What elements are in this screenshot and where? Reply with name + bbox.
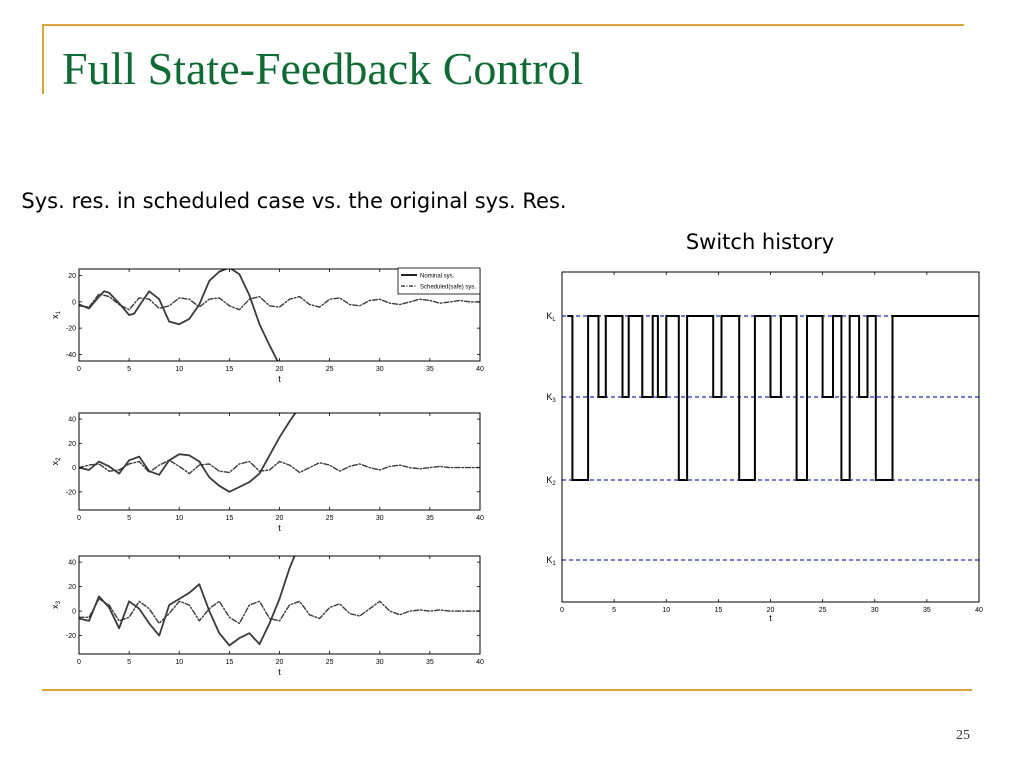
level-label-k2: K2 xyxy=(546,475,556,487)
x-tick-label: 5 xyxy=(127,366,131,373)
x-tick-label: 10 xyxy=(175,659,183,666)
x-tick-label: 5 xyxy=(612,607,616,614)
nominal-series-line xyxy=(79,556,296,647)
x-tick-label: 15 xyxy=(225,366,233,373)
x-tick-label: 35 xyxy=(426,366,434,373)
response-plot-1: 0 5 10 15 20 25 30 35 40 20 0 -20 -40 t x1 Nominal sys.… xyxy=(50,267,484,384)
x-tick-label: 10 xyxy=(175,515,183,522)
bottom-accent-rule xyxy=(42,689,972,691)
x-axis-label: t xyxy=(278,374,281,384)
y-tick-label: 0 xyxy=(72,609,76,616)
y-tick-label: -20 xyxy=(66,633,76,640)
legend-entry-label: Nominal sys. xyxy=(420,274,455,280)
y-axis-label: x3 xyxy=(50,600,62,609)
response-plot-3: 0 5 10 15 20 25 30 35 40 40 20 0 -20 t x3 xyxy=(50,555,484,677)
scheduled-series-line xyxy=(79,459,480,475)
x-tick-label: 10 xyxy=(175,366,183,373)
level-label-k1: K1 xyxy=(546,555,556,567)
nominal-series-line xyxy=(79,413,297,493)
x-tick-label: 30 xyxy=(376,659,384,666)
left-accent-rule xyxy=(42,24,44,94)
x-axis-label: t xyxy=(278,667,281,677)
y-tick-label: 0 xyxy=(72,299,76,306)
x-tick-label: 20 xyxy=(767,607,775,614)
x-tick-label: 40 xyxy=(476,659,484,666)
axes-frame xyxy=(78,555,481,655)
y-tick-label: 20 xyxy=(68,584,76,591)
y-tick-label: 0 xyxy=(72,465,76,472)
scheduled-series-line xyxy=(79,293,480,311)
x-tick-label: 0 xyxy=(77,515,81,522)
y-axis-label: x1 xyxy=(50,310,62,319)
y-tick-label: -20 xyxy=(66,489,76,496)
level-label-kl: KL xyxy=(546,311,556,323)
x-tick-label: 40 xyxy=(476,515,484,522)
left-caption: Sys. res. in scheduled case vs. the orig… xyxy=(21,189,567,213)
y-tick-label: 20 xyxy=(68,273,76,280)
legend-box xyxy=(397,267,481,295)
x-tick-label: 30 xyxy=(376,515,384,522)
y-tick-label: 40 xyxy=(68,560,76,567)
x-tick-label: 35 xyxy=(426,659,434,666)
x-tick-label: 15 xyxy=(225,659,233,666)
x-tick-label: 40 xyxy=(476,366,484,373)
x-tick-label: 0 xyxy=(77,366,81,373)
response-plot-2: 0 5 10 15 20 25 30 35 40 40 20 0 -20 t x2 xyxy=(50,412,484,533)
x-tick-label: 40 xyxy=(975,607,983,614)
scheduled-series-line xyxy=(79,598,480,625)
x-tick-label: 5 xyxy=(127,659,131,666)
page-number: 25 xyxy=(956,728,970,743)
x-axis-label: t xyxy=(769,613,772,623)
nominal-series-line xyxy=(79,269,279,361)
switch-history-plot: 0 5 10 15 20 25 30 35 40 t K1 K2 K3 KL xyxy=(546,271,983,623)
x-tick-label: 25 xyxy=(326,659,334,666)
y-tick-label: 40 xyxy=(68,417,76,424)
x-tick-label: 35 xyxy=(426,515,434,522)
legend: Nominal sys. Scheduled(safe) sys. xyxy=(397,267,481,295)
x-tick-label: 20 xyxy=(276,515,284,522)
x-tick-label: 0 xyxy=(77,659,81,666)
x-tick-label: 15 xyxy=(714,607,722,614)
x-tick-label: 0 xyxy=(560,607,564,614)
top-accent-rule xyxy=(42,24,964,26)
slide-title: Full State-Feedback Control xyxy=(62,43,584,94)
switch-signal-line xyxy=(567,315,979,481)
y-tick-label: -40 xyxy=(66,352,76,359)
x-tick-label: 10 xyxy=(662,607,670,614)
y-tick-label: -20 xyxy=(66,326,76,333)
x-tick-label: 35 xyxy=(923,607,931,614)
x-tick-label: 20 xyxy=(276,366,284,373)
x-tick-label: 30 xyxy=(376,366,384,373)
level-label-k3: K3 xyxy=(546,392,556,404)
y-axis-label: x2 xyxy=(50,457,62,466)
legend-entry-label: Scheduled(safe) sys. xyxy=(420,285,476,291)
y-tick-label: 20 xyxy=(68,441,76,448)
x-tick-label: 25 xyxy=(326,366,334,373)
x-axis-label: t xyxy=(278,523,281,533)
x-tick-label: 25 xyxy=(819,607,827,614)
right-caption: Switch history xyxy=(685,230,835,254)
x-tick-label: 30 xyxy=(871,607,879,614)
x-tick-label: 15 xyxy=(225,515,233,522)
x-tick-label: 20 xyxy=(276,659,284,666)
x-tick-label: 5 xyxy=(127,515,131,522)
x-tick-label: 25 xyxy=(326,515,334,522)
